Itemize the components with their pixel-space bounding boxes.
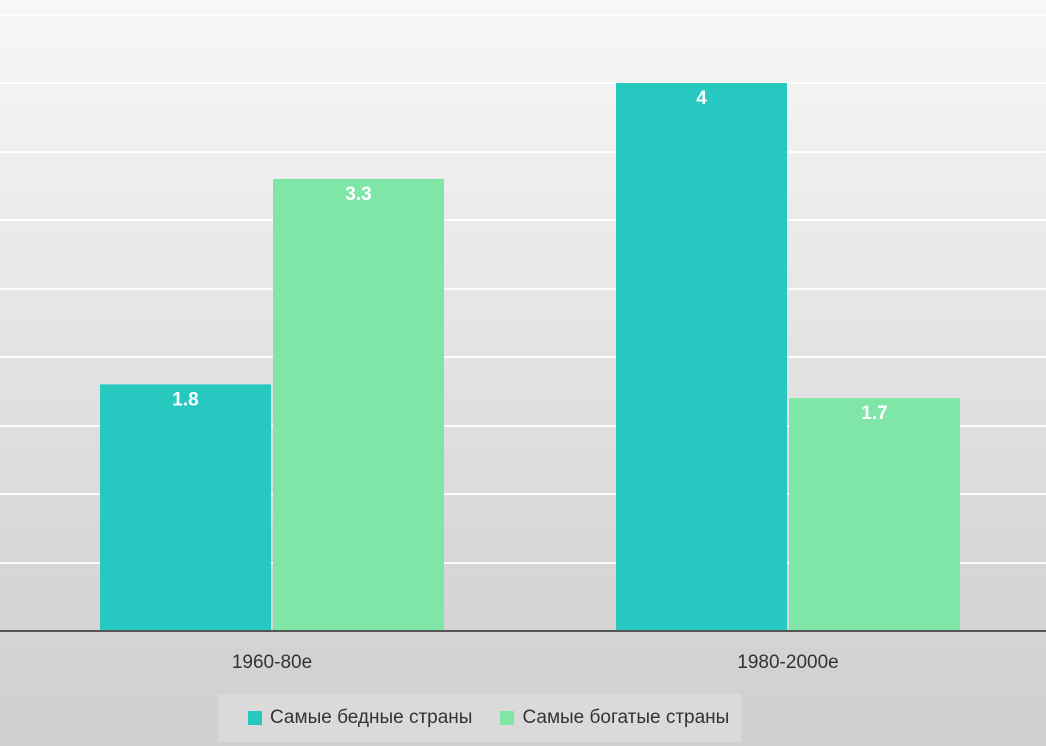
x-axis-ticks: 1960-80е 1980-2000е (232, 652, 839, 673)
legend-swatch-poorest (248, 711, 262, 725)
bar-series-0-cat-0[interactable] (100, 384, 271, 631)
data-label-series-1-cat-1: 1.7 (861, 403, 887, 424)
bars (100, 83, 960, 631)
bar-series-1-cat-1[interactable] (789, 398, 960, 631)
legend-label-richest: Самые богатые страны (522, 707, 730, 728)
data-labels: 1.8 4 3.3 1.7 (172, 88, 887, 424)
legend-item-poorest[interactable]: Самые бедные страны (248, 707, 472, 729)
x-tick-label-1: 1980-2000е (737, 652, 838, 673)
x-tick-label-0: 1960-80е (232, 652, 312, 673)
bar-series-0-cat-1[interactable] (616, 83, 787, 631)
data-label-series-0-cat-0: 1.8 (172, 389, 198, 410)
bar-series-1-cat-0[interactable] (273, 178, 444, 631)
legend: Самые бедные страны Самые богатые страны (218, 694, 742, 742)
data-label-series-0-cat-1: 4 (696, 88, 707, 109)
legend-item-richest[interactable]: Самые богатые страны (500, 707, 729, 729)
bar-chart: 1.8 4 3.3 1.7 1960-80е 1980-2000е (0, 83, 1046, 673)
legend-label-poorest: Самые бедные страны (270, 707, 473, 728)
legend-swatch-richest (500, 711, 515, 725)
data-label-series-1-cat-0: 3.3 (345, 184, 371, 205)
